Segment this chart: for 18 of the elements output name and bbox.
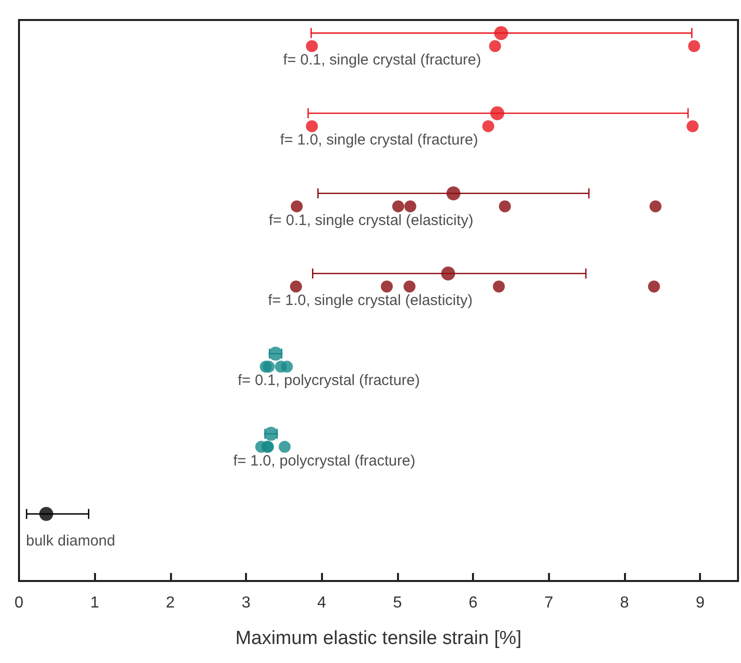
x-tick-label: 5	[392, 594, 402, 612]
y-tick-label: f= 0.1, polycrystal (fracture)	[238, 372, 420, 390]
y-tick-label: bulk diamond	[26, 532, 116, 550]
x-tick-label: 4	[317, 594, 326, 612]
y-tick-label: f= 1.0, polycrystal (fracture)	[233, 452, 416, 470]
y-tick-label: f= 0.1, single crystal (fracture)	[283, 52, 482, 69]
x-tick-label: 2	[166, 594, 175, 612]
x-tick-label: 1	[90, 594, 100, 612]
y-tick-label: f= 1.0, single crystal (fracture)	[280, 132, 478, 149]
y-tick-label: f= 0.1, single crystal (elasticity)	[268, 212, 474, 229]
x-tick-label: 3	[242, 594, 251, 612]
x-axis-title: Maximum elastic tensile strain [%]	[235, 628, 522, 649]
x-tick-label: 8	[620, 594, 630, 612]
x-tick-label: 0	[14, 594, 24, 612]
x-tick-label: 7	[544, 594, 554, 612]
x-tick-label: 9	[696, 594, 705, 612]
x-tick-label: 6	[468, 594, 478, 612]
y-tick-label: f= 1.0, single crystal (elasticity)	[268, 292, 473, 309]
